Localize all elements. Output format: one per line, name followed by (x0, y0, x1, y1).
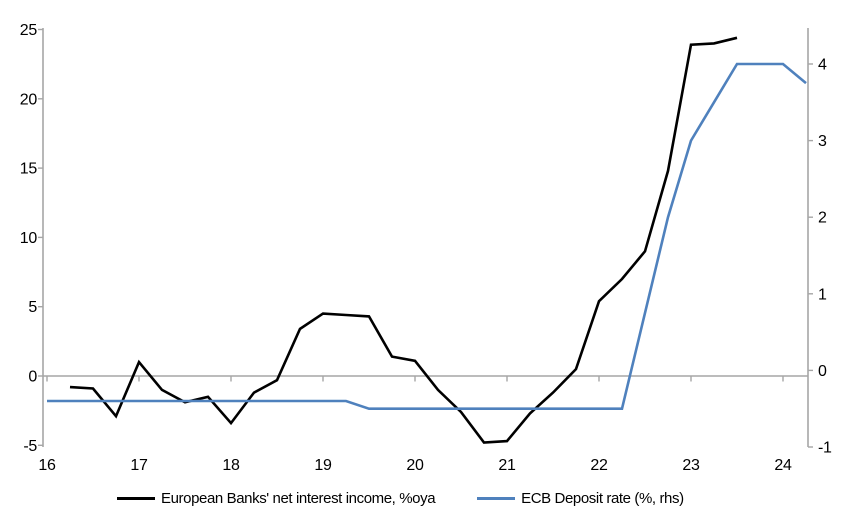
x-axis-tick-label: 22 (590, 457, 608, 474)
x-axis-tick-label: 18 (222, 457, 240, 474)
left-axis-tick-label: 15 (20, 161, 38, 178)
x-axis-tick-label: 17 (130, 457, 148, 474)
legend-item-deposit-rate: ECB Deposit rate (%, rhs) (477, 491, 684, 506)
deposit-rate-line (47, 62, 807, 411)
nii-line (69, 36, 738, 444)
right-axis-tick-label: 4 (818, 57, 827, 74)
left-axis-tick-label: 25 (20, 22, 38, 39)
x-axis-tick-label: 19 (314, 457, 332, 474)
nii-legend-label: European Banks' net interest income, %oy… (161, 490, 436, 507)
legend-item-nii: European Banks' net interest income, %oy… (117, 490, 436, 507)
x-axis-tick-label: 21 (498, 457, 516, 474)
x-axis-tick-label: 20 (406, 457, 424, 474)
nii-line-swatch (117, 497, 155, 500)
x-axis-tick-label: 23 (682, 457, 700, 474)
left-axis-tick-label: 10 (20, 230, 38, 247)
x-axis-tick-label: 16 (38, 457, 56, 474)
right-axis-tick-label: -1 (818, 440, 832, 457)
left-axis-tick-label: 5 (28, 299, 37, 316)
right-axis-tick-label: 3 (818, 133, 827, 150)
x-axis-tick-label: 24 (774, 457, 792, 474)
left-axis-tick-label: -5 (23, 438, 37, 455)
right-axis-tick-label: 2 (818, 210, 827, 227)
right-axis-tick-label: 0 (818, 363, 827, 380)
left-axis-tick-label: 0 (28, 369, 37, 386)
deposit-rate-legend-label: ECB Deposit rate (%, rhs) (521, 490, 684, 507)
chart-legend: European Banks' net interest income, %oy… (117, 491, 684, 506)
right-axis-tick-label: 1 (818, 286, 827, 303)
deposit-rate-line-swatch (477, 497, 516, 500)
left-axis-tick-label: 20 (20, 91, 38, 108)
